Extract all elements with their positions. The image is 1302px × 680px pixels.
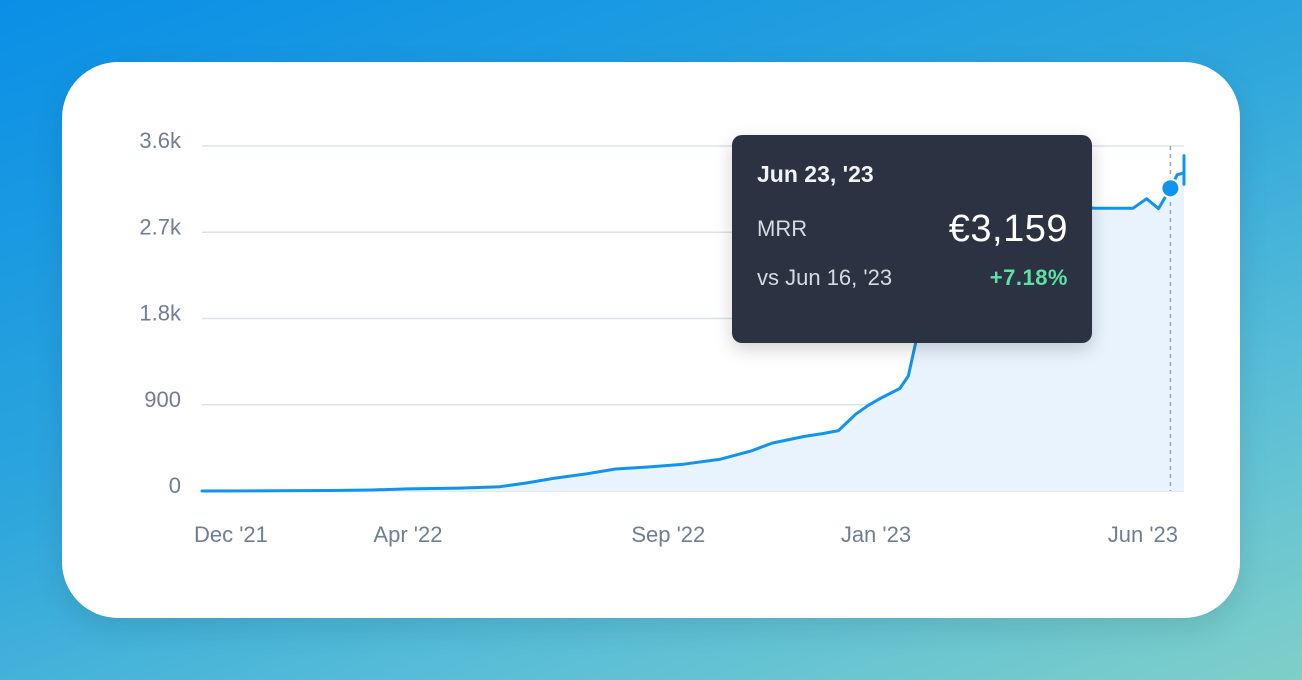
x-tick-label: Sep '22 [631, 522, 705, 547]
x-tick-label: Dec '21 [194, 522, 268, 547]
tooltip-compare-row: vs Jun 16, '23 +7.18% [757, 261, 1068, 295]
y-axis: 0 900 1.8k 2.7k 3.6k [139, 128, 182, 498]
y-tick-label: 900 [144, 387, 181, 412]
y-tick-label: 0 [169, 473, 181, 498]
x-tick-label: Apr '22 [373, 522, 442, 547]
tooltip-date: Jun 23, '23 [757, 161, 874, 187]
area-fill [202, 155, 1184, 491]
hover-point[interactable] [1160, 178, 1181, 199]
tooltip-metric-row: MRR €3,159 [757, 207, 1068, 251]
tooltip-metric-value: €3,159 [948, 207, 1068, 250]
tooltip-metric-label: MRR [757, 216, 808, 241]
x-tick-label: Jun '23 [1108, 522, 1178, 547]
tooltip-compare-label: vs Jun 16, '23 [757, 265, 893, 290]
x-axis: Dec '21 Apr '22 Sep '22 Jan '23 Jun '23 [194, 522, 1178, 547]
tooltip-change: +7.18% [989, 265, 1068, 290]
tooltip: Jun 23, '23 MRR €3,159 vs Jun 16, '23 +7… [732, 135, 1092, 343]
y-tick-label: 2.7k [139, 214, 182, 239]
y-tick-label: 3.6k [139, 128, 182, 153]
y-tick-label: 1.8k [139, 301, 182, 326]
x-tick-label: Jan '23 [841, 522, 911, 547]
